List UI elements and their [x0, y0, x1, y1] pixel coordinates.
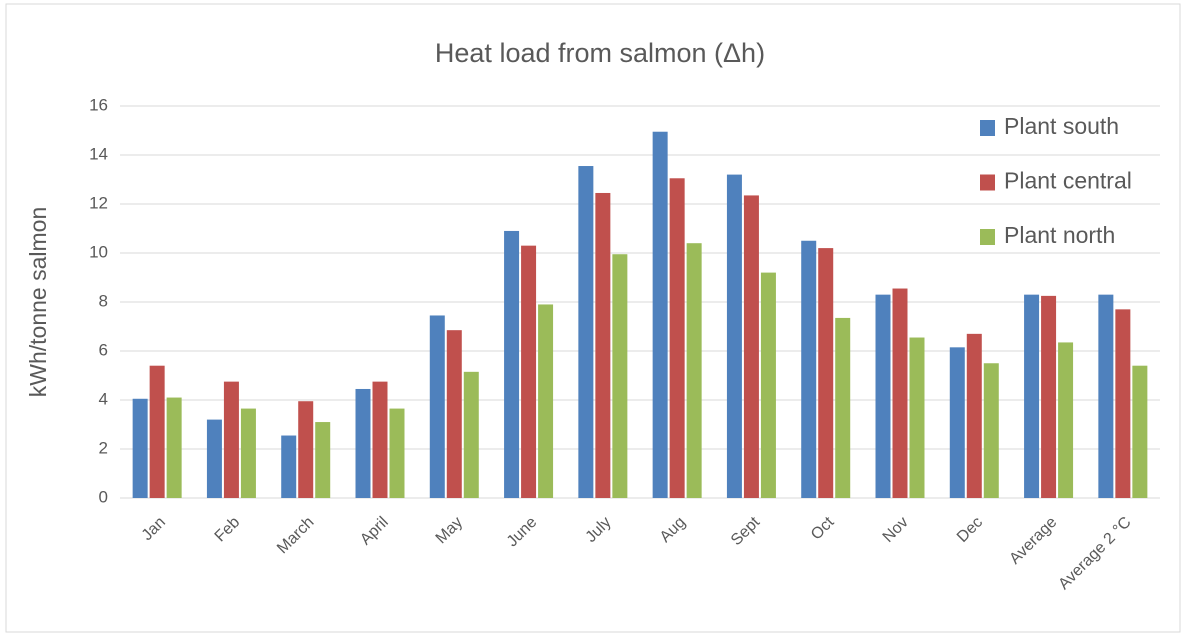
bar — [240, 408, 256, 498]
bar — [223, 381, 239, 498]
legend-swatch — [980, 229, 995, 245]
bar — [801, 240, 817, 498]
legend-swatch — [980, 120, 995, 136]
legend-swatch — [980, 174, 995, 191]
bar — [1132, 365, 1148, 498]
bar — [281, 435, 297, 498]
y-tick-label: 8 — [99, 291, 108, 310]
y-tick-label: 14 — [89, 144, 108, 163]
chart-title: Heat load from salmon (Δh) — [435, 38, 765, 68]
bar — [446, 330, 462, 498]
bar — [818, 248, 834, 498]
bar — [909, 337, 925, 498]
bar — [1024, 294, 1040, 498]
y-tick-label: 10 — [89, 242, 108, 261]
bar — [298, 401, 314, 498]
bar — [315, 422, 331, 498]
bar — [521, 245, 537, 498]
bar — [578, 166, 594, 498]
bar — [538, 304, 554, 498]
bar — [1041, 295, 1057, 498]
bar — [1115, 309, 1131, 498]
bar — [355, 388, 371, 498]
bar — [760, 272, 776, 498]
bar — [652, 131, 668, 498]
bar — [206, 419, 222, 498]
y-axis-label: kWh/tonne salmon — [25, 207, 51, 397]
y-tick-label: 0 — [99, 487, 108, 506]
bar — [166, 397, 182, 498]
bar — [669, 178, 685, 498]
bar — [835, 317, 851, 498]
bar — [389, 408, 405, 498]
bar — [504, 230, 520, 498]
bar — [875, 294, 891, 498]
bar — [949, 347, 965, 498]
bar — [372, 381, 388, 498]
y-tick-label: 6 — [99, 340, 108, 359]
bar — [612, 254, 628, 498]
y-tick-label: 16 — [89, 95, 108, 114]
legend-label: Plant south — [1004, 113, 1119, 139]
bar — [726, 174, 742, 498]
bar — [966, 333, 982, 498]
bar — [132, 398, 148, 498]
legend-label: Plant north — [1004, 222, 1115, 248]
bar — [1098, 294, 1114, 498]
bar — [595, 192, 611, 498]
bar — [463, 371, 479, 498]
legend-label: Plant central — [1004, 168, 1132, 194]
y-tick-label: 4 — [99, 389, 108, 408]
bar — [743, 195, 759, 499]
bar — [892, 288, 908, 498]
bar — [1058, 342, 1074, 498]
bar — [429, 315, 445, 498]
bar — [149, 365, 165, 498]
bar — [983, 363, 999, 498]
bar — [686, 243, 702, 498]
y-tick-label: 2 — [99, 438, 108, 457]
y-tick-label: 12 — [89, 193, 108, 212]
